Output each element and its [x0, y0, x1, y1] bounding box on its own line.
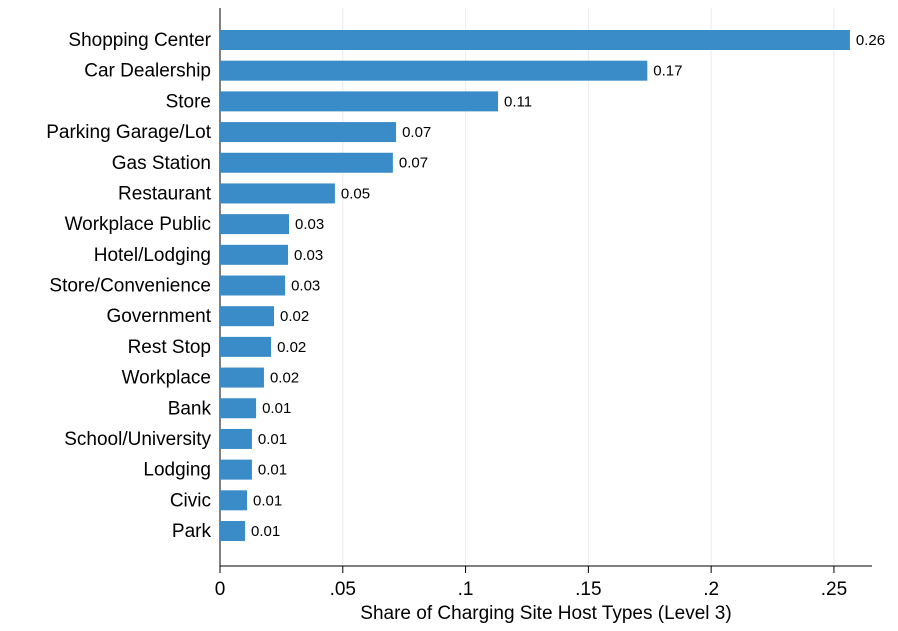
bar	[220, 30, 850, 50]
bar	[220, 152, 393, 173]
value-label: 0.01	[258, 462, 287, 479]
y-tick-label: School/University	[64, 429, 211, 450]
x-tick-label: 0	[215, 579, 226, 600]
x-tick-label: .25	[821, 579, 847, 600]
y-tick-label: Park	[172, 521, 212, 542]
y-tick-label: Car Dealership	[84, 61, 211, 82]
value-label: 0.17	[653, 63, 682, 80]
y-tick-label: Shopping Center	[68, 30, 211, 51]
bar	[220, 306, 275, 327]
y-tick-label: Store	[166, 91, 211, 112]
bar	[220, 398, 257, 419]
x-tick-label: .05	[330, 579, 356, 600]
y-tick-label: Restaurant	[118, 183, 212, 204]
y-tick-label: Hotel/Lodging	[94, 245, 211, 266]
bar	[220, 60, 648, 81]
bar	[220, 91, 498, 112]
y-tick-label: Gas Station	[112, 153, 211, 174]
x-tick-label: .2	[703, 579, 719, 600]
value-label: 0.07	[402, 124, 431, 141]
y-tick-label: Civic	[170, 490, 211, 511]
value-label: 0.11	[504, 93, 532, 110]
bar	[220, 183, 335, 204]
y-tick-label: Store/Convenience	[49, 276, 211, 297]
value-label: 0.01	[258, 431, 287, 448]
bar	[220, 244, 289, 265]
bar	[220, 336, 272, 357]
x-tick-label: .15	[575, 579, 601, 600]
value-label: 0.03	[291, 277, 320, 294]
value-label: 0.02	[280, 308, 309, 325]
value-label: 0.26	[856, 32, 885, 49]
y-tick-label: Workplace	[122, 368, 211, 389]
bar	[220, 521, 246, 541]
bar	[220, 122, 397, 143]
y-tick-label: Parking Garage/Lot	[46, 122, 211, 143]
y-tick-label: Bank	[168, 398, 212, 419]
value-label: 0.01	[262, 400, 291, 417]
y-tick-label: Rest Stop	[128, 337, 211, 358]
value-label: 0.07	[399, 155, 428, 172]
bar	[220, 275, 286, 296]
value-label: 0.02	[270, 370, 299, 387]
bar	[220, 459, 252, 480]
x-tick-label: .1	[458, 579, 474, 600]
y-tick-label: Workplace Public	[65, 214, 211, 235]
value-label: 0.01	[251, 523, 280, 540]
x-axis-title: Share of Charging Site Host Types (Level…	[360, 603, 731, 624]
bar	[220, 214, 290, 235]
value-label: 0.02	[277, 339, 306, 356]
value-label: 0.03	[295, 216, 324, 233]
y-tick-label: Government	[106, 306, 211, 327]
bar	[220, 428, 252, 449]
value-label: 0.05	[341, 185, 370, 202]
bar	[220, 490, 248, 511]
value-label: 0.03	[294, 247, 323, 264]
bar	[220, 367, 264, 388]
y-tick-label: Lodging	[143, 460, 211, 481]
value-label: 0.01	[253, 492, 282, 509]
